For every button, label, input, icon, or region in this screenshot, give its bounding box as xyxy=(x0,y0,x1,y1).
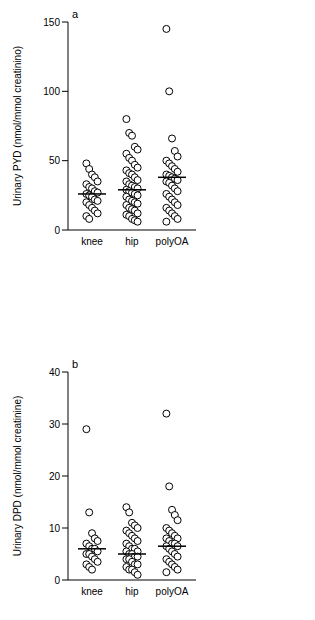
svg-text:hip: hip xyxy=(125,236,139,247)
svg-text:100: 100 xyxy=(43,86,60,97)
svg-text:polyOA: polyOA xyxy=(156,236,189,247)
svg-text:30: 30 xyxy=(49,419,61,430)
svg-text:polyOA: polyOA xyxy=(156,586,189,597)
svg-text:Urinary DPD (nmol/mmol creatin: Urinary DPD (nmol/mmol creatinine) xyxy=(12,396,23,557)
svg-text:knee: knee xyxy=(81,586,103,597)
html-text:a: a xyxy=(72,8,79,20)
svg-text:150: 150 xyxy=(43,17,60,28)
svg-text:hip: hip xyxy=(125,586,139,597)
svg-text:10: 10 xyxy=(49,523,61,534)
html-text:b: b xyxy=(72,358,79,370)
svg-text:50: 50 xyxy=(49,155,61,166)
svg-text:20: 20 xyxy=(49,471,61,482)
svg-text:0: 0 xyxy=(54,225,60,236)
svg-text:40: 40 xyxy=(49,367,61,378)
svg-text:Urinary PYD (nmol/mmol creatin: Urinary PYD (nmol/mmol creatinino) xyxy=(12,46,23,206)
svg-text:knee: knee xyxy=(81,236,103,247)
svg-text:0: 0 xyxy=(54,575,60,586)
